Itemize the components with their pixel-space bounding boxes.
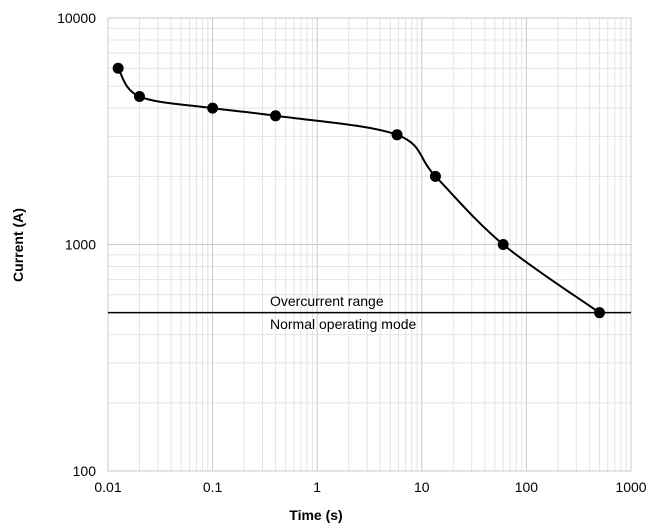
data-point [112,62,124,74]
x-tick-labels: 0.01 0.1 1 10 100 1000 [94,479,646,495]
plot-area-frame [107,17,632,472]
x-tick-label: 1 [313,479,321,495]
annotation-upper: Overcurrent range [270,293,384,309]
y-axis-title: Current (A) [10,208,26,282]
data-point [270,110,282,122]
data-point [133,91,145,103]
series-line [117,67,601,314]
data-point [594,307,606,319]
y-tick-label: 100 [73,463,97,479]
series-points [112,62,606,319]
x-axis-title: Time (s) [289,507,342,523]
x-tick-label: 0.01 [94,479,121,495]
y-tick-label: 10000 [57,10,96,26]
y-tick-label: 1000 [65,237,96,253]
data-point [497,239,509,250]
data-point [207,102,219,114]
annotation-lower: Normal operating mode [270,316,417,332]
y-tick-labels: 100 1000 10000 [57,10,96,479]
x-tick-label: 10 [414,479,430,495]
data-point [429,170,441,182]
x-tick-label: 1000 [615,479,646,495]
series-curve [117,67,601,314]
data-point [391,129,403,141]
x-tick-label: 100 [515,479,539,495]
x-tick-label: 0.1 [203,479,223,495]
